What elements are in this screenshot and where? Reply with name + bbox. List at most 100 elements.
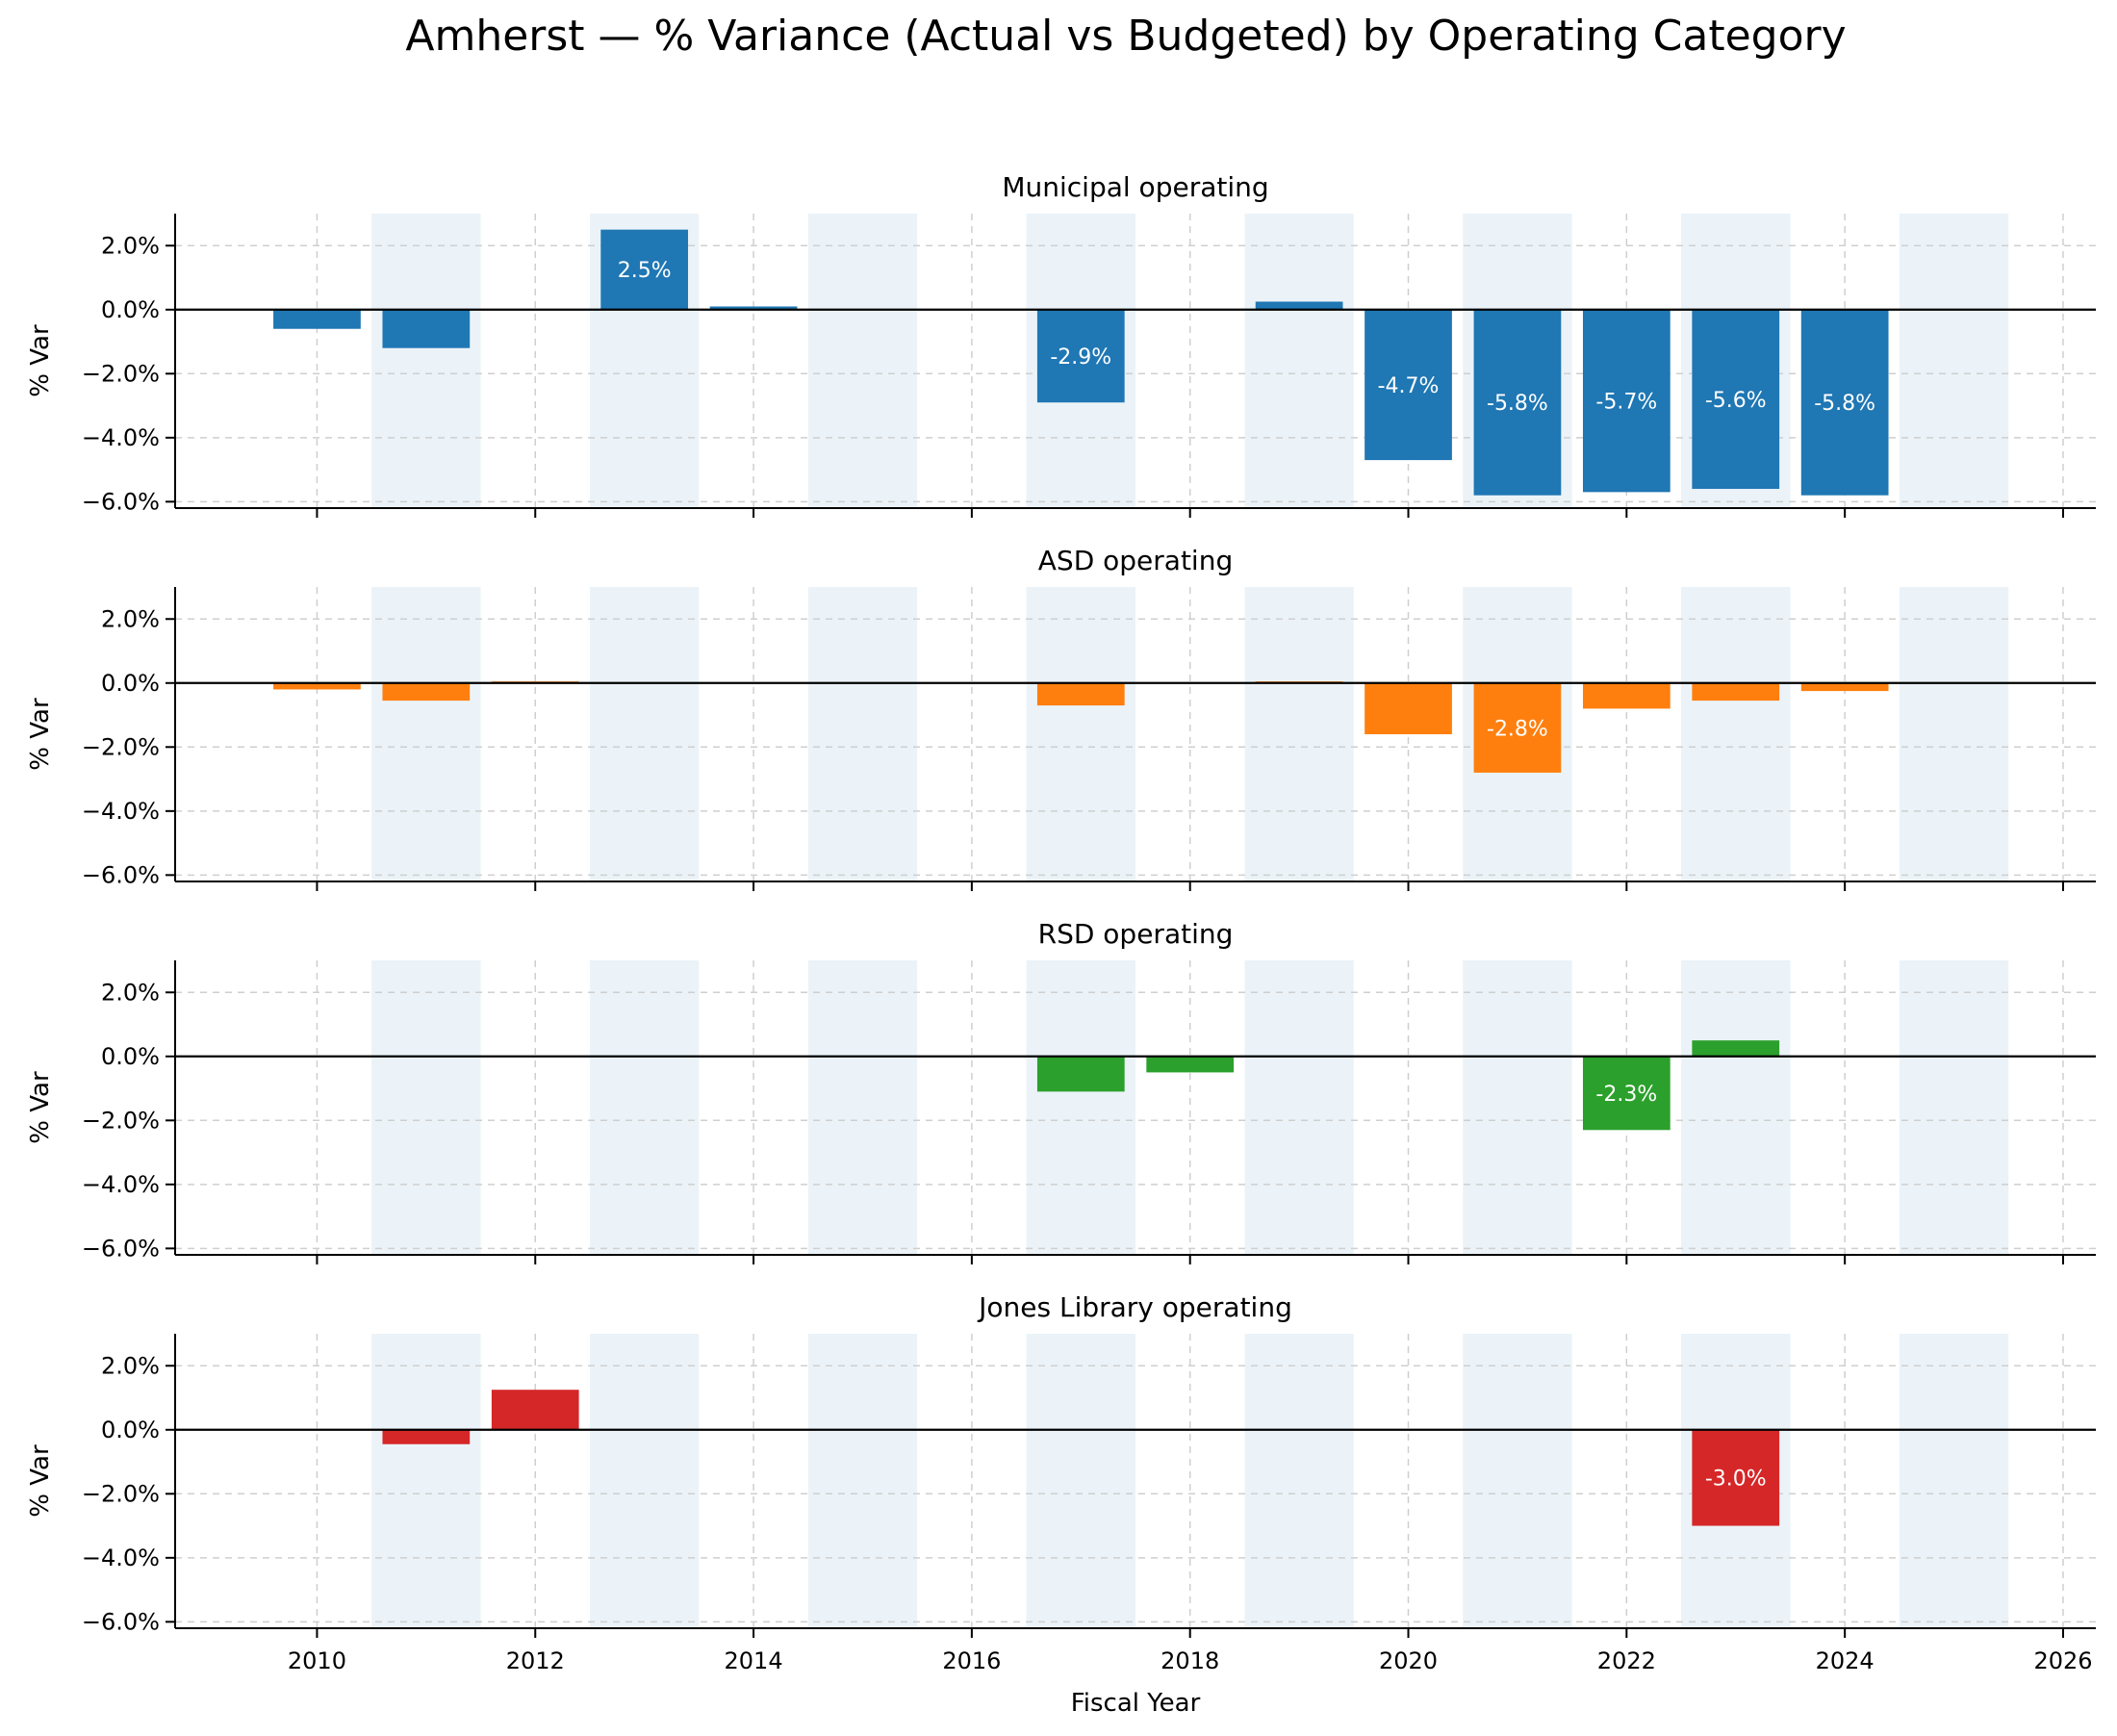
bar-value-label: -5.6% (1705, 389, 1767, 413)
y-axis-label: % Var (26, 324, 55, 397)
bar (273, 309, 361, 329)
bar (1692, 309, 1780, 490)
x-axis-label: Fiscal Year (1071, 1689, 1201, 1718)
shaded-band (1026, 587, 1135, 881)
bar (382, 309, 471, 348)
bar (709, 306, 798, 310)
shaded-band (1899, 1334, 2009, 1628)
bar (1036, 309, 1125, 403)
x-tick-label: 2014 (725, 1647, 783, 1674)
y-tick-label: −2.0% (82, 1107, 160, 1134)
y-axis-label: % Var (26, 1444, 55, 1518)
y-tick-label: −4.0% (82, 424, 160, 451)
y-tick-label: −2.0% (82, 733, 160, 760)
bar (382, 682, 471, 702)
bar (1800, 309, 1889, 496)
y-tick-label: −2.0% (82, 360, 160, 387)
shaded-band (1026, 960, 1135, 1255)
shaded-band (807, 1334, 918, 1628)
bar (1582, 1056, 1671, 1131)
y-tick-label: 0.0% (101, 670, 160, 697)
y-tick-label: −4.0% (82, 1545, 160, 1571)
bar (1473, 309, 1562, 496)
bar (1365, 682, 1452, 734)
panel-title: RSD operating (1038, 918, 1234, 950)
x-tick-label: 2018 (1161, 1647, 1219, 1674)
shaded-band (1244, 960, 1354, 1255)
panel-3: -3.0% 2.0% 0.0% −2.0% −4.0% −6.0% Jones Librar… (26, 1291, 2096, 1638)
bar (1473, 682, 1562, 773)
shaded-band (1244, 1334, 1354, 1628)
bar (1800, 682, 1889, 692)
x-tick-label: 2024 (1816, 1647, 1875, 1674)
shaded-band (1899, 587, 2009, 881)
panel-title: Municipal operating (1002, 171, 1268, 203)
bar (273, 682, 361, 690)
shaded-band (807, 214, 918, 508)
bar-value-label: -5.7% (1595, 391, 1657, 415)
bar (1582, 309, 1671, 493)
bar (382, 1429, 471, 1444)
bar (1692, 1040, 1780, 1057)
shaded-band (1244, 214, 1354, 508)
shaded-band (371, 587, 481, 881)
y-tick-label: −6.0% (82, 1235, 160, 1262)
bar (1036, 1056, 1125, 1092)
bar-value-label: -2.8% (1487, 717, 1548, 741)
y-tick-label: 2.0% (101, 232, 160, 259)
y-tick-label: −4.0% (82, 798, 160, 825)
shaded-band (1681, 587, 1791, 881)
bar (600, 229, 689, 310)
panel-0: 2.5% -2.9% -4.7% -5.8% -5.7% -5.6% -5.8% 2.0% 0.… (26, 171, 2096, 518)
shaded-band (1244, 587, 1354, 881)
bar-value-label: -3.0% (1705, 1468, 1767, 1492)
bar-value-label: -2.3% (1595, 1083, 1657, 1107)
bar-value-label: -5.8% (1487, 392, 1548, 416)
bar (1146, 1056, 1235, 1073)
bar-value-label: 2.5% (618, 259, 672, 283)
shaded-band (589, 960, 700, 1255)
y-tick-label: 2.0% (101, 605, 160, 632)
y-tick-label: 2.0% (101, 1352, 160, 1379)
shaded-band (1899, 214, 2009, 508)
figure-title: Amherst — % Variance (Actual vs Budgeted… (405, 12, 1846, 61)
shaded-band (1681, 960, 1791, 1255)
y-tick-label: −2.0% (82, 1480, 160, 1507)
y-tick-label: −6.0% (82, 1608, 160, 1635)
panel-1: -2.8% 2.0% 0.0% −2.0% −4.0% −6.0% ASD operatin… (26, 545, 2096, 891)
bar-value-label: -5.8% (1814, 392, 1875, 416)
x-tick-label: 2010 (288, 1647, 346, 1674)
y-axis-label: % Var (26, 698, 55, 771)
y-tick-label: −6.0% (82, 488, 160, 515)
y-axis-label: % Var (26, 1071, 55, 1144)
x-tick-label: 2022 (1597, 1647, 1656, 1674)
bar (1692, 1429, 1780, 1526)
shaded-band (371, 960, 481, 1255)
bar-value-label: -4.7% (1378, 374, 1440, 398)
bar (1582, 682, 1671, 709)
bar (1692, 682, 1780, 702)
shaded-band (371, 214, 481, 508)
shaded-band (1463, 960, 1572, 1255)
shaded-band (589, 1334, 700, 1628)
x-tick-label: 2020 (1379, 1647, 1438, 1674)
shaded-band (807, 587, 918, 881)
y-tick-label: −4.0% (82, 1171, 160, 1198)
shaded-band (1899, 960, 2009, 1255)
panel-title: ASD operating (1038, 545, 1233, 576)
y-tick-label: 0.0% (101, 1417, 160, 1443)
bar (1255, 301, 1343, 310)
shaded-band (1463, 1334, 1572, 1628)
y-tick-label: 2.0% (101, 979, 160, 1006)
shaded-band (371, 1334, 481, 1628)
x-tick-label: 2012 (506, 1647, 565, 1674)
x-tick-label: 2026 (2033, 1647, 2092, 1674)
bar (1036, 682, 1125, 706)
x-tick-label: 2016 (942, 1647, 1001, 1674)
shaded-band (807, 960, 918, 1255)
shaded-band (589, 587, 700, 881)
bar-value-label: -2.9% (1050, 345, 1111, 370)
panel-title: Jones Library operating (977, 1291, 1292, 1323)
